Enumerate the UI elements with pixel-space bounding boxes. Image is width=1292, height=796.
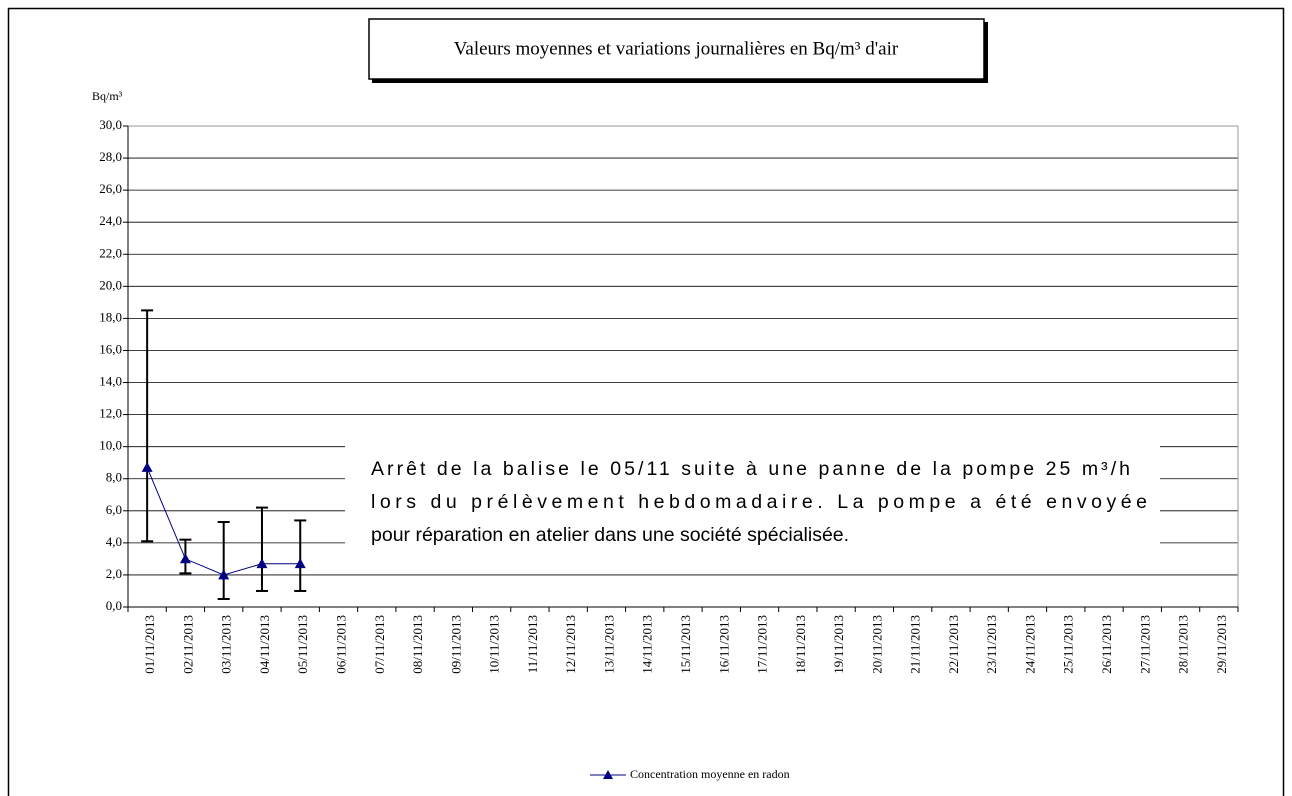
x-tick-label: 03/11/2013: [219, 615, 234, 674]
error-bar: [217, 521, 230, 600]
annotation-line: lors du prélèvement hebdomadaire. La pom…: [371, 491, 1147, 513]
annotation-line: pour réparation en atelier dans une soci…: [371, 524, 849, 546]
title-box: [368, 18, 985, 80]
y-tick-label: 22,0: [99, 245, 122, 260]
annotation-line: Arrêt de la balise le 05/11 suite à une …: [371, 458, 1130, 480]
y-axis-label: Bq/m³: [92, 89, 123, 103]
x-tick-label: 08/11/2013: [410, 615, 425, 674]
chart-title: Valeurs moyennes et variations journaliè…: [454, 38, 899, 59]
x-tick-label: 02/11/2013: [180, 615, 195, 674]
x-tick-label: 06/11/2013: [334, 615, 349, 674]
y-tick-label: 0,0: [106, 598, 122, 613]
legend-label: Concentration moyenne en radon: [630, 767, 790, 781]
x-tick-label: 28/11/2013: [1176, 615, 1191, 674]
y-tick-label: 30,0: [99, 117, 122, 132]
x-tick-label: 23/11/2013: [984, 615, 999, 674]
data-point: [218, 569, 230, 580]
chart-border: [7, 7, 1285, 796]
x-tick-label: 25/11/2013: [1061, 615, 1076, 674]
x-tick-label: 19/11/2013: [831, 615, 846, 674]
y-tick-label: 28,0: [99, 149, 122, 164]
x-tick-label: 24/11/2013: [1022, 615, 1037, 674]
y-tick-label: 18,0: [99, 309, 122, 324]
y-tick-label: 2,0: [106, 566, 122, 581]
y-tick-label: 16,0: [99, 341, 122, 356]
error-bar: [294, 519, 307, 592]
y-tick-label: 8,0: [106, 470, 122, 485]
y-tick-label: 12,0: [99, 406, 122, 421]
y-tick-label: 26,0: [99, 181, 122, 196]
data-point: [179, 553, 191, 564]
x-tick-label: 01/11/2013: [142, 615, 157, 674]
x-tick-label: 09/11/2013: [448, 615, 463, 674]
y-tick-label: 4,0: [106, 534, 122, 549]
x-tick-label: 10/11/2013: [487, 615, 502, 674]
x-tick-label: 07/11/2013: [372, 615, 387, 674]
y-tick-label: 24,0: [99, 213, 122, 228]
x-tick-label: 04/11/2013: [257, 615, 272, 674]
x-tick-label: 11/11/2013: [525, 615, 540, 673]
data-point: [256, 558, 268, 569]
data-point: [294, 558, 306, 569]
y-tick-label: 20,0: [99, 277, 122, 292]
y-tick-label: 10,0: [99, 438, 122, 453]
x-tick-label: 21/11/2013: [908, 615, 923, 674]
error-bar: [255, 506, 268, 592]
error-bar: [141, 309, 154, 543]
legend-marker: [603, 770, 613, 779]
x-tick-label: 20/11/2013: [869, 615, 884, 674]
x-tick-label: 05/11/2013: [295, 615, 310, 674]
x-tick-label: 13/11/2013: [601, 615, 616, 674]
data-point: [141, 462, 153, 472]
x-tick-label: 26/11/2013: [1099, 615, 1114, 674]
x-tick-label: 14/11/2013: [640, 615, 655, 674]
x-tick-label: 15/11/2013: [678, 615, 693, 674]
y-tick-label: 6,0: [106, 502, 122, 517]
x-tick-label: 22/11/2013: [946, 615, 961, 674]
x-tick-label: 29/11/2013: [1214, 615, 1229, 674]
x-tick-label: 18/11/2013: [793, 615, 808, 674]
x-tick-label: 27/11/2013: [1137, 615, 1152, 674]
x-tick-label: 12/11/2013: [563, 615, 578, 674]
x-tick-label: 16/11/2013: [716, 615, 731, 674]
y-tick-label: 14,0: [99, 374, 122, 389]
annotation-box: [345, 438, 1160, 563]
x-tick-label: 17/11/2013: [755, 615, 770, 674]
